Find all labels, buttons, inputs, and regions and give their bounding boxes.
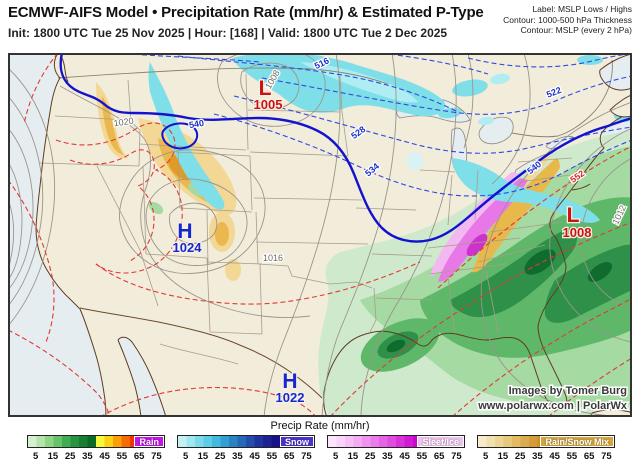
tick-label: 55: [266, 451, 278, 462]
key-note-thickness: Contour: 1000-500 hPa Thickness: [503, 14, 632, 25]
pressure-centers: L 1005 H 1024 H 1022 L 1008: [171, 76, 592, 407]
tick-label: 15: [47, 451, 59, 462]
tick-label: 55: [566, 451, 578, 462]
watermark: Images by Tomer Burg www.polarwx.com | P…: [476, 384, 630, 414]
tick-label: 35: [82, 451, 93, 462]
weather-map: 540 540 534 528 522 516 552 1020 1016 10…: [8, 53, 632, 417]
legend: Precip Rate (mm/hr) Rain 5 15 25 35 45 55 65 75…: [0, 417, 640, 471]
tick-label: 5: [32, 451, 39, 462]
map-border: [8, 53, 632, 417]
tick-label: 35: [382, 451, 393, 462]
low-center-value: 1008: [563, 225, 592, 240]
map-key-notes: Label: MSLP Lows / Highs Contour: 1000-5…: [503, 4, 632, 36]
weather-map-canvas: 540 540 534 528 522 516 552 1020 1016 10…: [8, 53, 632, 417]
mix-ticks: 5 15 25 35 45 55 65 75: [477, 449, 615, 463]
tick-label: 45: [399, 451, 410, 462]
high-center-value: 1024: [173, 240, 203, 255]
header: ECMWF-AIFS Model • Precipitation Rate (m…: [0, 0, 640, 52]
tick-label: 55: [116, 451, 128, 462]
high-center-letter: H: [177, 220, 192, 243]
tick-label: 65: [433, 451, 445, 462]
tick-label: 65: [283, 451, 295, 462]
thickness-540-line: [59, 53, 632, 243]
tick-label: 25: [64, 451, 76, 462]
tick-label: 15: [497, 451, 509, 462]
high-center-letter: H: [282, 370, 297, 393]
credit-text: Images by Tomer Burg: [509, 385, 627, 397]
precip-shading: [96, 53, 632, 417]
high-center-value: 1022: [276, 390, 305, 405]
tick-label: 45: [249, 451, 260, 462]
tick-label: 65: [583, 451, 595, 462]
rain-label: Rain: [134, 436, 164, 447]
thickness-contours-red: [8, 53, 632, 417]
tick-label: 75: [601, 451, 612, 462]
tick-label: 35: [232, 451, 243, 462]
tick-label: 45: [99, 451, 110, 462]
tick-label: 25: [514, 451, 526, 462]
tick-label: 75: [301, 451, 312, 462]
tick-label: 5: [482, 451, 489, 462]
tick-label: 65: [133, 451, 145, 462]
key-note-mslp: Contour: MSLP (every 2 hPa): [520, 25, 632, 35]
state-borders: [39, 73, 573, 365]
tick-label: 55: [416, 451, 428, 462]
tick-label: 15: [197, 451, 209, 462]
tick-label: 75: [451, 451, 462, 462]
tick-label: 25: [214, 451, 226, 462]
tick-label: 25: [364, 451, 376, 462]
site-text: www.polarwx.com | PolarWx: [477, 400, 628, 412]
sleet-ticks: 5 15 25 35 45 55 65 75: [327, 449, 465, 463]
low-center-value: 1005: [254, 97, 283, 112]
national-borders: [57, 59, 613, 399]
tick-label: 5: [332, 451, 339, 462]
mix-label: Rain/Snow Mix: [540, 436, 614, 447]
snow-ticks: 5 15 25 35 45 55 65 75: [177, 449, 315, 463]
legend-bar-sleet: Sleet/Ice 5 15 25 35 45 55 65 75: [327, 435, 465, 469]
rain-colorbar: [27, 435, 165, 448]
contour-label: 1020: [113, 116, 134, 129]
low-center-letter: L: [259, 77, 272, 100]
rain-ticks: 5 15 25 35 45 55 65 75: [27, 449, 165, 463]
key-note-labels: Label: MSLP Lows / Highs: [532, 4, 632, 14]
sleet-label: Sleet/Ice: [417, 436, 464, 447]
page-title: ECMWF-AIFS Model • Precipitation Rate (m…: [8, 4, 484, 21]
legend-bar-snow: Snow 5 15 25 35 45 55 65 75: [177, 435, 315, 469]
tick-label: 5: [182, 451, 189, 462]
legend-bar-rain: Rain 5 15 25 35 45 55 65 75: [27, 435, 165, 469]
tick-label: 35: [532, 451, 543, 462]
contour-label: 1016: [263, 253, 283, 263]
low-center-letter: L: [567, 204, 580, 227]
contour-label: 540: [188, 118, 205, 130]
tick-label: 75: [151, 451, 162, 462]
legend-title: Precip Rate (mm/hr): [270, 420, 370, 432]
model-run-info: Init: 1800 UTC Tue 25 Nov 2025 | Hour: […: [8, 26, 448, 40]
snow-label: Snow: [280, 436, 314, 447]
tick-label: 45: [549, 451, 560, 462]
tick-label: 15: [347, 451, 359, 462]
legend-bar-mix: Rain/Snow Mix 5 15 25 35 45 55 65 75: [477, 435, 615, 469]
